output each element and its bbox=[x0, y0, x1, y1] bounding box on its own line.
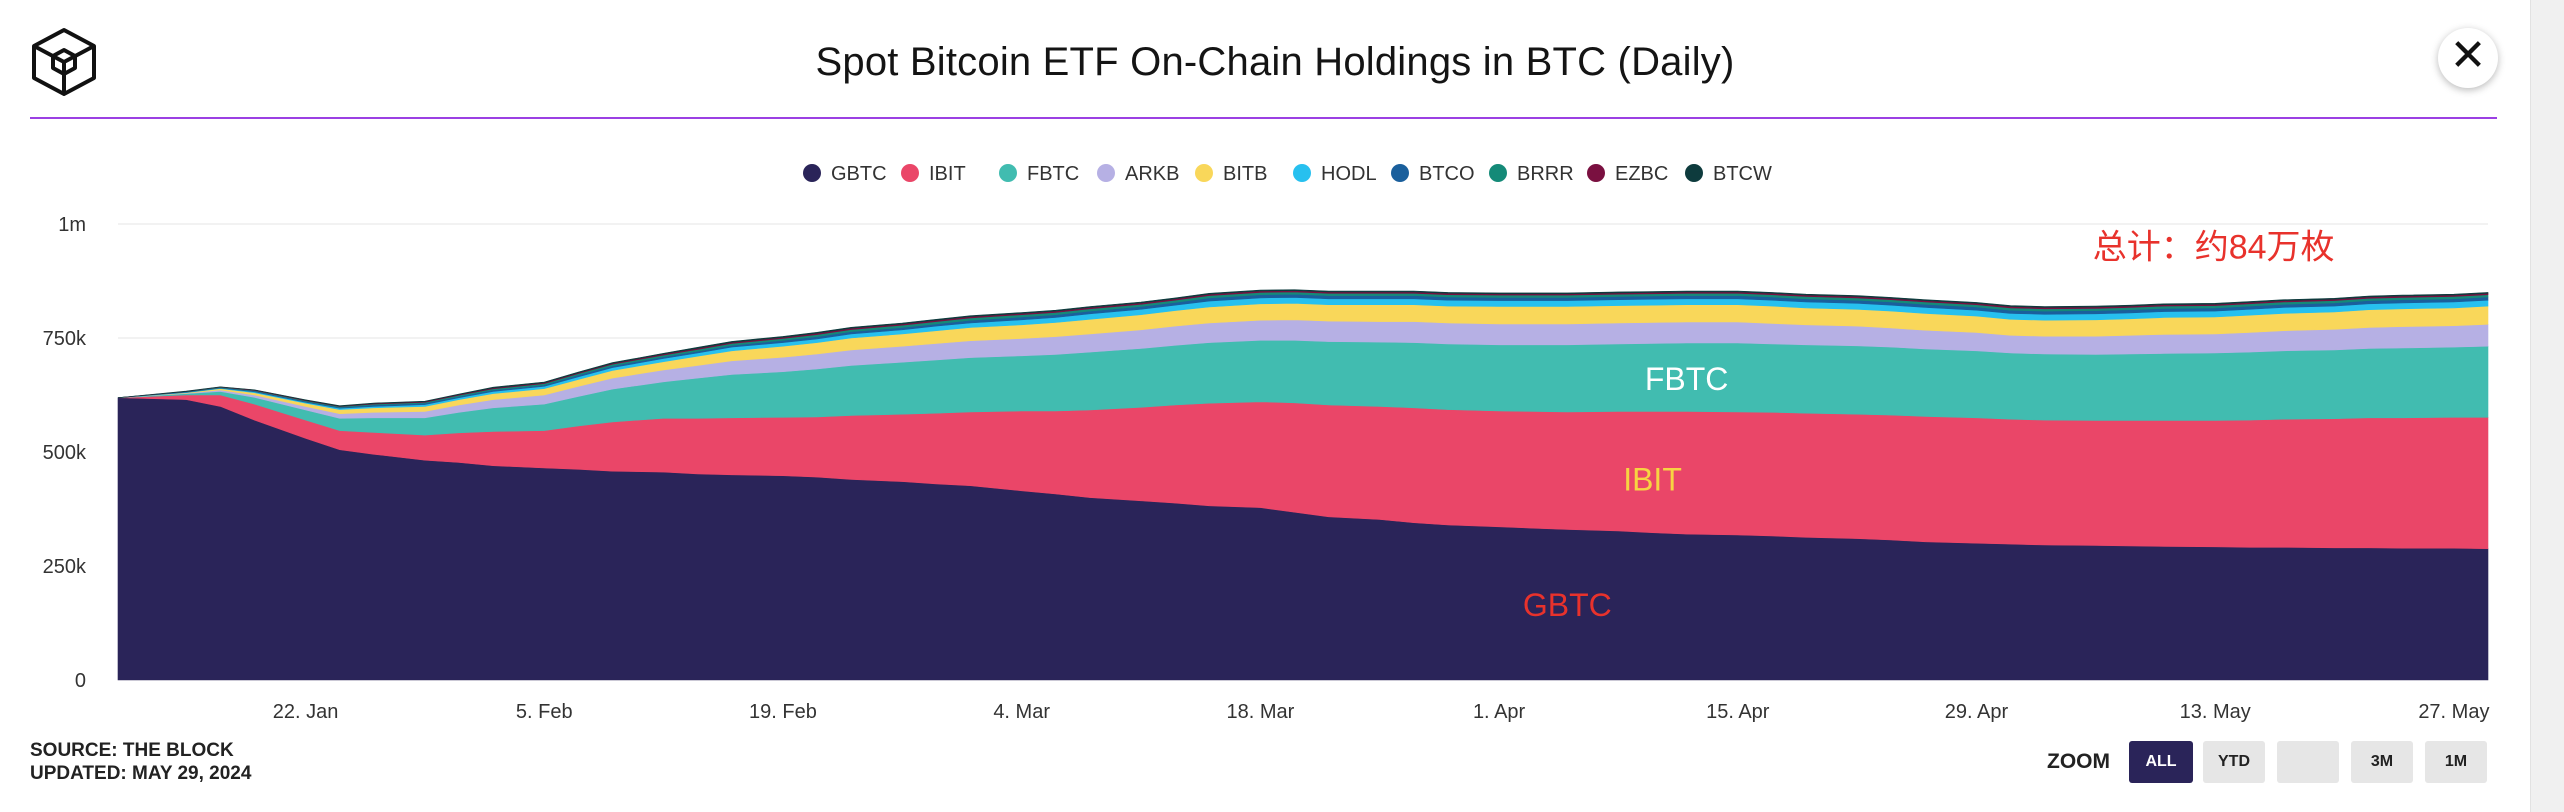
y-tick-label: 250k bbox=[43, 556, 87, 578]
close-button[interactable]: ✕ bbox=[2438, 28, 2498, 88]
x-tick-label: 19. Feb bbox=[749, 701, 817, 723]
series-area-btcw[interactable] bbox=[117, 289, 2489, 407]
legend-marker bbox=[901, 164, 919, 182]
x-tick-label: 5. Feb bbox=[516, 701, 573, 723]
legend-label: BITB bbox=[1223, 163, 1267, 185]
x-tick-label: 27. May bbox=[2418, 701, 2489, 723]
legend-label: BRRR bbox=[1517, 163, 1574, 185]
legend-marker bbox=[1195, 164, 1213, 182]
source-label: SOURCE: THE BLOCK bbox=[30, 740, 234, 761]
legend-item-gbtc[interactable]: GBTC bbox=[803, 163, 887, 185]
legend-item-btco[interactable]: BTCO bbox=[1391, 163, 1475, 185]
zoom-button-all[interactable]: ALL bbox=[2129, 741, 2193, 783]
header-divider bbox=[30, 117, 2497, 119]
x-tick-label: 4. Mar bbox=[993, 701, 1050, 723]
annotation-label: GBTC bbox=[1523, 587, 1612, 623]
x-tick-label: 15. Apr bbox=[1706, 701, 1770, 723]
annotation-label: IBIT bbox=[1623, 462, 1682, 498]
close-icon: ✕ bbox=[2449, 31, 2487, 80]
legend-label: FBTC bbox=[1027, 163, 1079, 185]
legend-marker bbox=[1489, 164, 1507, 182]
annotation-label: 总计：约84万枚 bbox=[2093, 229, 2335, 267]
legend-marker bbox=[1293, 164, 1311, 182]
x-tick-label: 13. May bbox=[2180, 701, 2251, 723]
source-note: SOURCE: THE BLOCK UPDATED: MAY 29, 2024 bbox=[30, 739, 251, 785]
legend-label: BTCO bbox=[1419, 163, 1475, 185]
chart-title: Spot Bitcoin ETF On-Chain Holdings in BT… bbox=[815, 40, 1735, 84]
legend-marker bbox=[1685, 164, 1703, 182]
legend-item-fbtc[interactable]: FBTC bbox=[999, 163, 1079, 185]
y-tick-label: 0 bbox=[75, 670, 86, 692]
legend-label: IBIT bbox=[929, 163, 966, 185]
x-tick-label: 22. Jan bbox=[273, 701, 339, 723]
x-tick-label: 1. Apr bbox=[1473, 701, 1526, 723]
legend-label: EZBC bbox=[1615, 163, 1668, 185]
y-tick-label: 750k bbox=[43, 328, 87, 350]
updated-label: UPDATED: MAY 29, 2024 bbox=[30, 763, 252, 784]
legend-marker bbox=[1391, 164, 1409, 182]
legend-label: BTCW bbox=[1713, 163, 1772, 185]
legend-marker bbox=[999, 164, 1017, 182]
zoom-label: ZOOM bbox=[2047, 750, 2110, 773]
zoom-button-3m[interactable]: 3M bbox=[2351, 741, 2413, 783]
x-tick-label: 29. Apr bbox=[1945, 701, 2009, 723]
legend-marker bbox=[803, 164, 821, 182]
legend-item-ezbc[interactable]: EZBC bbox=[1587, 163, 1668, 185]
legend-item-hodl[interactable]: HODL bbox=[1293, 163, 1377, 185]
legend-label: ARKB bbox=[1125, 163, 1179, 185]
legend-marker bbox=[1097, 164, 1115, 182]
legend-label: HODL bbox=[1321, 163, 1377, 185]
legend-marker bbox=[1587, 164, 1605, 182]
legend-item-arkb[interactable]: ARKB bbox=[1097, 163, 1179, 185]
zoom-button-1m[interactable]: 1M bbox=[2425, 741, 2487, 783]
legend-label: GBTC bbox=[831, 163, 887, 185]
legend-item-btcw[interactable]: BTCW bbox=[1685, 163, 1772, 185]
logo-icon bbox=[32, 28, 96, 96]
legend-item-bitb[interactable]: BITB bbox=[1195, 163, 1267, 185]
legend-item-ibit[interactable]: IBIT bbox=[901, 163, 966, 185]
legend-item-brrr[interactable]: BRRR bbox=[1489, 163, 1574, 185]
zoom-button-blank[interactable] bbox=[2277, 741, 2339, 783]
page-scrollbar[interactable] bbox=[2530, 0, 2564, 812]
x-tick-label: 18. Mar bbox=[1226, 701, 1294, 723]
annotation-label: FBTC bbox=[1645, 361, 1729, 397]
y-tick-label: 1m bbox=[58, 214, 86, 236]
y-tick-label: 500k bbox=[43, 442, 87, 464]
zoom-button-ytd[interactable]: YTD bbox=[2203, 741, 2265, 783]
